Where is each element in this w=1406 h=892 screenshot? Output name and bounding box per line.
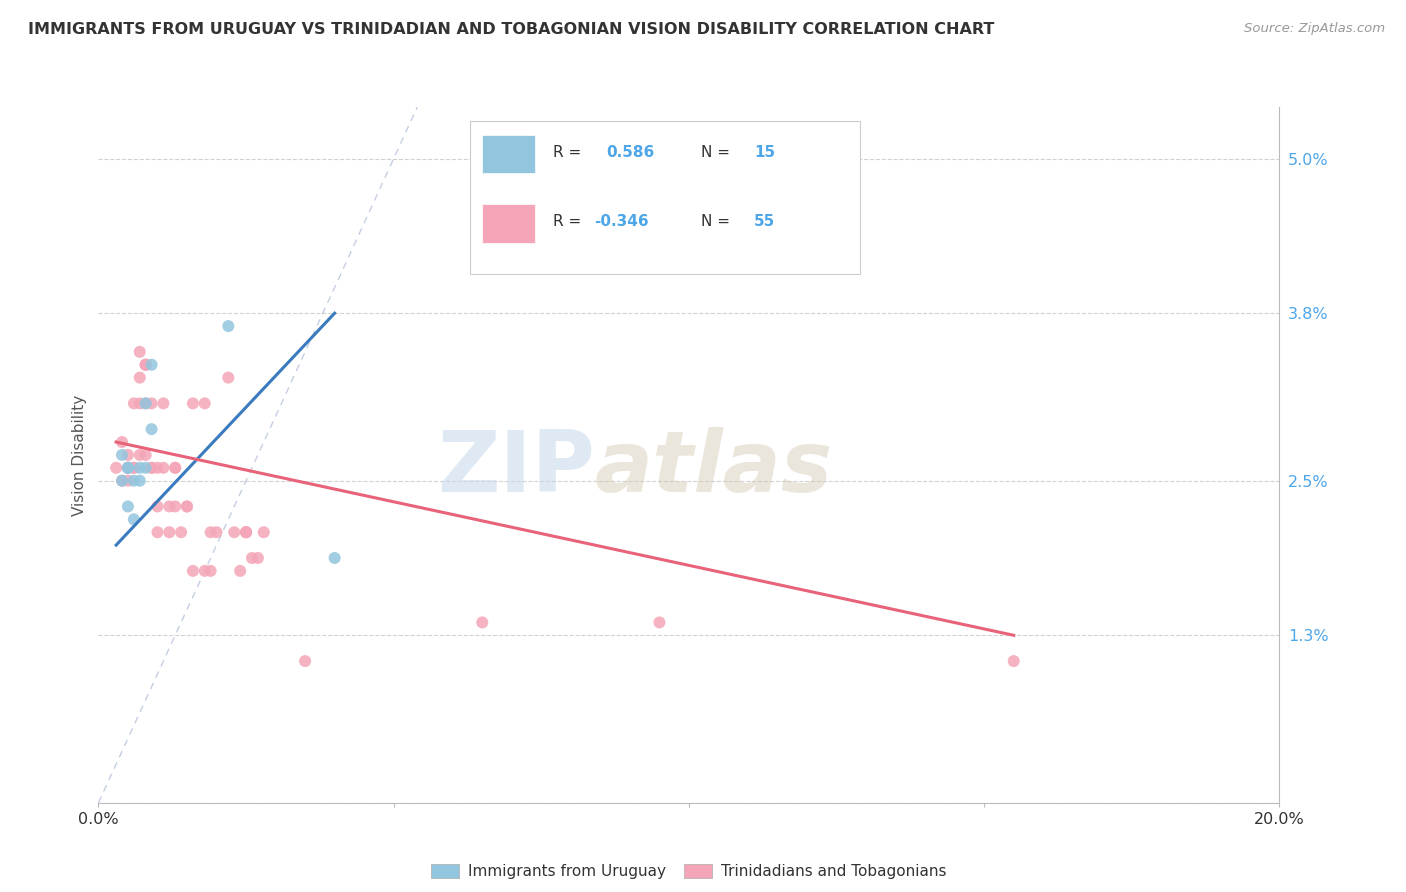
Text: 0.586: 0.586 (606, 145, 655, 160)
Text: R =: R = (553, 214, 586, 229)
Point (122, 474, 145, 488)
Point (117, 500, 139, 514)
Point (117, 460, 139, 475)
Point (122, 460, 145, 475)
Point (122, 460, 145, 475)
Point (135, 448, 157, 462)
Point (235, 525, 257, 540)
Point (122, 512, 145, 526)
Point (1002, 654, 1025, 668)
Legend: Immigrants from Uruguay, Trinidadians and Tobagonians: Immigrants from Uruguay, Trinidadians an… (425, 858, 953, 886)
Point (117, 448, 139, 462)
Point (141, 422, 163, 436)
Point (128, 370, 150, 384)
Point (117, 474, 139, 488)
Point (471, 615, 494, 630)
Point (117, 460, 139, 475)
Point (176, 500, 198, 514)
Point (235, 525, 257, 540)
Point (224, 525, 246, 540)
Point (111, 474, 134, 488)
Point (157, 500, 180, 514)
Point (135, 396, 157, 410)
Point (135, 396, 157, 410)
Bar (482, 204, 536, 243)
FancyBboxPatch shape (471, 121, 860, 274)
Point (205, 525, 228, 540)
Point (181, 564, 204, 578)
Point (181, 396, 204, 410)
Point (194, 564, 217, 578)
Point (146, 460, 169, 475)
Point (165, 460, 187, 475)
Point (128, 460, 150, 475)
Point (240, 551, 263, 566)
Text: Source: ZipAtlas.com: Source: ZipAtlas.com (1244, 22, 1385, 36)
Point (111, 474, 134, 488)
Point (141, 396, 163, 410)
Point (246, 551, 269, 566)
Point (235, 525, 257, 540)
Text: ZIP: ZIP (437, 427, 595, 510)
Point (111, 435, 134, 450)
Text: IMMIGRANTS FROM URUGUAY VS TRINIDADIAN AND TOBAGONIAN VISION DISABILITY CORRELAT: IMMIGRANTS FROM URUGUAY VS TRINIDADIAN A… (28, 22, 994, 37)
Text: 15: 15 (754, 145, 775, 160)
Point (141, 460, 163, 475)
Point (128, 344, 150, 359)
Text: R =: R = (553, 145, 586, 160)
Point (117, 460, 139, 475)
Point (294, 654, 316, 668)
Point (217, 370, 239, 384)
Point (152, 460, 174, 475)
Point (135, 358, 157, 372)
Point (648, 615, 671, 630)
Y-axis label: Vision Disability: Vision Disability (72, 394, 87, 516)
Point (253, 525, 276, 540)
Point (111, 448, 134, 462)
Point (157, 525, 180, 540)
Point (170, 525, 193, 540)
Point (165, 460, 187, 475)
Point (152, 396, 174, 410)
Point (128, 448, 150, 462)
Text: N =: N = (700, 214, 734, 229)
Point (165, 500, 187, 514)
Point (229, 564, 252, 578)
Point (135, 358, 157, 372)
Point (200, 525, 222, 540)
Point (200, 564, 222, 578)
Point (128, 474, 150, 488)
Point (135, 460, 157, 475)
Point (146, 500, 169, 514)
Point (194, 396, 217, 410)
Text: atlas: atlas (595, 427, 832, 510)
Point (217, 319, 239, 334)
Point (176, 500, 198, 514)
Point (128, 396, 150, 410)
Point (141, 358, 163, 372)
Point (141, 460, 163, 475)
Text: 55: 55 (754, 214, 775, 229)
Point (117, 460, 139, 475)
Point (122, 396, 145, 410)
Text: -0.346: -0.346 (595, 214, 650, 229)
Point (105, 460, 128, 475)
Point (146, 525, 169, 540)
Text: N =: N = (700, 145, 734, 160)
Point (135, 358, 157, 372)
Bar (482, 135, 536, 173)
Point (323, 551, 346, 566)
